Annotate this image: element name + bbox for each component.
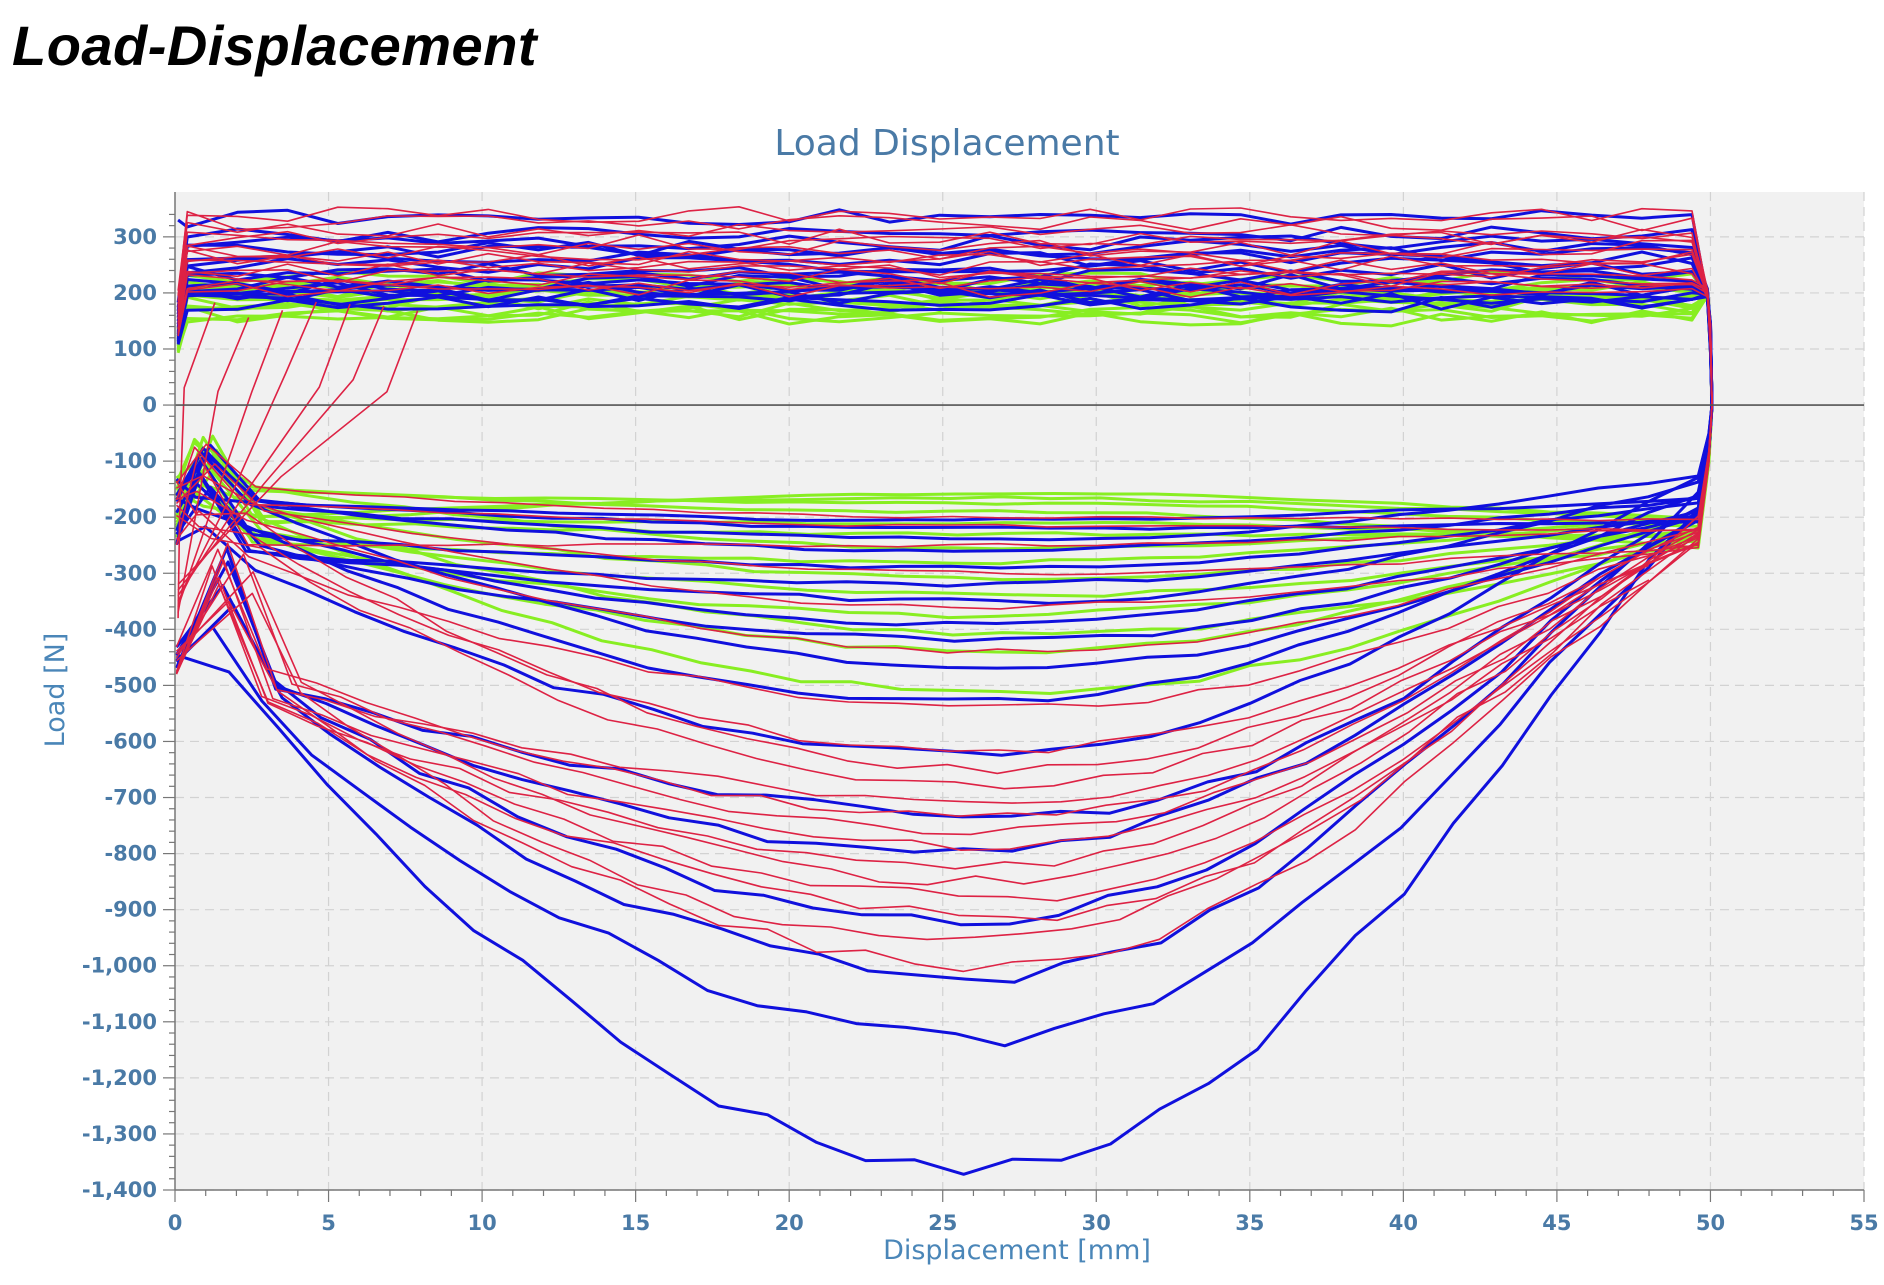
y-tick-label: -1,000 — [82, 954, 157, 978]
y-tick-label: 100 — [113, 337, 157, 361]
y-tick-label: -200 — [104, 505, 157, 529]
red-series-tension-line — [177, 270, 1713, 406]
blue-series-compression-line — [176, 404, 1714, 1176]
red-series-compression-line — [176, 405, 1713, 654]
red-series-compression-line — [175, 405, 1713, 707]
x-tick-label: 25 — [928, 1211, 957, 1235]
red-series-tension-line — [177, 253, 1713, 406]
blue-series-compression-line — [175, 404, 1714, 588]
blue-series-compression-line — [175, 404, 1714, 522]
red-series-compression-line — [175, 405, 1713, 576]
red-series-compression-line — [175, 405, 1713, 548]
y-axis-title: Load [N] — [40, 633, 71, 748]
red-series-transition-line — [177, 302, 216, 619]
series-layer — [175, 206, 1714, 1176]
red-series-tension-line — [177, 259, 1713, 406]
red-series-compression-line — [175, 405, 1713, 886]
y-tick-label: -600 — [104, 729, 157, 753]
red-series-transition-line — [177, 310, 419, 586]
red-series-tension-line — [177, 206, 1713, 406]
red-series-compression-line — [175, 405, 1713, 804]
blue-series-compression-line — [175, 404, 1714, 542]
x-tick-label: 55 — [1849, 1211, 1878, 1235]
y-tick-label: -500 — [104, 673, 157, 697]
green-series-compression-line — [176, 405, 1714, 637]
blue-series-tension-line — [176, 292, 1714, 406]
blue-series-tension-line — [176, 234, 1714, 406]
axes — [163, 192, 1865, 1202]
red-series-tension-line — [177, 239, 1713, 406]
red-series-tension-line — [177, 245, 1713, 406]
red-series-tension-line — [177, 274, 1713, 406]
blue-series-compression-line — [175, 404, 1714, 703]
red-series-compression-line — [175, 405, 1713, 522]
x-tick-label: 0 — [168, 1211, 183, 1235]
red-series-compression-line — [175, 405, 1713, 775]
y-tick-label: -300 — [104, 561, 157, 585]
y-tick-label: -1,200 — [82, 1066, 157, 1090]
x-tick-label: 35 — [1235, 1211, 1264, 1235]
y-tick-label: -800 — [104, 842, 157, 866]
red-series-tension-line — [177, 231, 1713, 406]
blue-series-compression-line — [175, 404, 1714, 927]
x-tick-label: 45 — [1542, 1211, 1571, 1235]
red-series-tension-line — [177, 210, 1713, 406]
red-series-transition-line — [177, 303, 351, 597]
y-tick-label: -1,400 — [82, 1178, 157, 1202]
red-series-transition-line — [177, 317, 250, 613]
red-series-transition-line — [177, 301, 318, 602]
red-series-compression-line — [176, 514, 1649, 790]
blue-series-compression-line — [175, 404, 1714, 984]
y-tick-label: -400 — [104, 617, 157, 641]
x-tick-label: 15 — [621, 1211, 650, 1235]
red-series-tension-line — [177, 221, 1713, 406]
red-series-compression-line — [175, 405, 1713, 532]
blue-series-compression-line — [175, 404, 1714, 605]
y-tick-label: 0 — [142, 393, 157, 417]
red-series-transition-line — [177, 310, 284, 608]
y-tick-label: -1,300 — [82, 1122, 157, 1146]
y-tick-label: -1,100 — [82, 1010, 157, 1034]
chart-title: Load Displacement — [774, 123, 1119, 164]
y-tick-label: 300 — [113, 225, 157, 249]
y-tick-label: -900 — [104, 898, 157, 922]
red-series-tension-line — [177, 262, 1713, 406]
red-series-transition-line — [177, 305, 385, 591]
x-tick-label: 10 — [467, 1211, 496, 1235]
red-series-tension-line — [177, 249, 1713, 406]
blue-series-compression-line — [175, 404, 1714, 1048]
x-tick-label: 30 — [1082, 1211, 1111, 1235]
red-series-compression-line — [175, 559, 1650, 851]
green-series-tension-line — [176, 294, 1714, 406]
red-series-tension-line — [177, 281, 1713, 406]
red-series-compression-line — [175, 405, 1713, 941]
tick-labels: 0 5 10 15 20 25 30 35 40 45 50 55 300 200 100 0 -100 -200… — [82, 225, 1879, 1235]
red-series-compression-line — [175, 405, 1713, 754]
x-tick-label: 50 — [1696, 1211, 1725, 1235]
y-tick-label: 200 — [113, 281, 157, 305]
red-series-compression-line — [175, 405, 1713, 902]
x-axis-title: Displacement [mm] — [883, 1235, 1151, 1266]
x-tick-label: 5 — [321, 1211, 336, 1235]
y-tick-label: -700 — [104, 786, 157, 810]
x-tick-label: 20 — [775, 1211, 804, 1235]
red-series-tension-line — [177, 228, 1713, 406]
blue-series-tension-line — [176, 244, 1714, 406]
red-series-compression-line — [175, 405, 1713, 836]
blue-series-compression-line — [175, 404, 1714, 553]
x-tick-label: 40 — [1389, 1211, 1418, 1235]
green-series-compression-line — [175, 405, 1714, 598]
red-series-compression-line — [176, 405, 1713, 610]
red-series-compression-line — [175, 405, 1713, 973]
page-heading: Load-Displacement — [12, 14, 538, 77]
red-series-compression-line — [175, 405, 1713, 922]
green-series-tension-line — [176, 291, 1714, 406]
blue-series-tension-line — [176, 265, 1714, 406]
blue-series-compression-line — [175, 404, 1714, 643]
blue-series-tension-line — [176, 295, 1714, 406]
y-tick-label: -100 — [104, 449, 157, 473]
